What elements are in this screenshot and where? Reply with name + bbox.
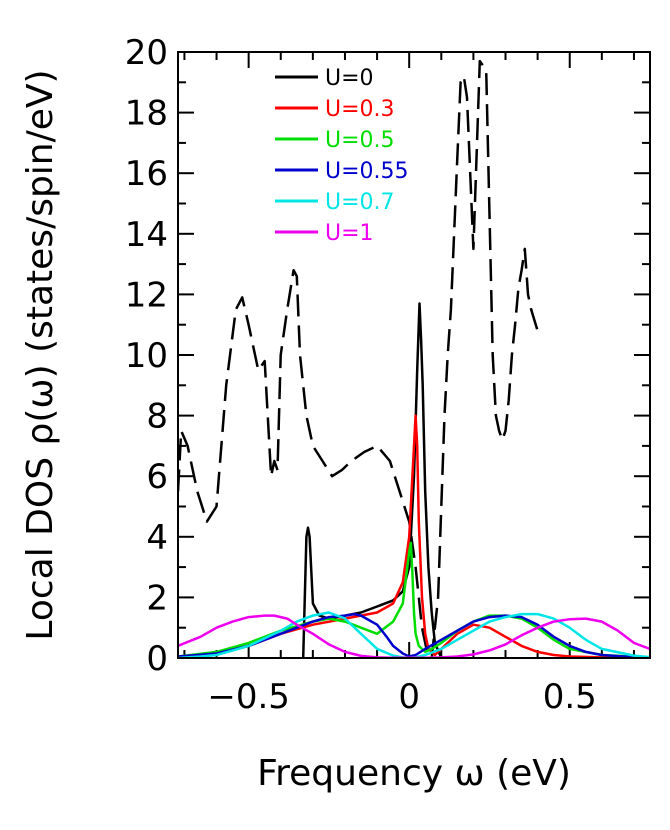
x-tick-label: 0.5: [543, 677, 597, 717]
x-tick-labels: −0.5 0 0.5: [207, 677, 596, 717]
y-tick-label: 10: [125, 336, 168, 376]
y-tick-label: 14: [125, 215, 168, 255]
y-axis-label: Local DOS ρ(ω) (states/spin/eV): [20, 69, 61, 640]
y-tick-labels: 0 2 4 6 8 10 12 14 16 18 20: [125, 33, 168, 679]
x-tick-label: −0.5: [207, 677, 290, 717]
y-tick-label: 16: [125, 154, 168, 194]
x-axis-label: Frequency ω (eV): [257, 753, 571, 794]
axes-ticks: [178, 51, 650, 659]
series-lines: [178, 59, 650, 658]
series-line-u-0-5: [178, 541, 650, 658]
legend-label: U=0.5: [325, 128, 395, 153]
y-tick-label: 8: [146, 397, 168, 437]
y-tick-label: 18: [125, 94, 168, 134]
legend: U=0 U=0.3 U=0.5 U=0.55 U=0.7 U=1: [275, 66, 409, 246]
legend-label: U=1: [325, 221, 374, 246]
y-tick-label: 0: [146, 639, 168, 679]
y-tick-label: 4: [146, 518, 168, 558]
series-line-u0-dashed: [178, 59, 539, 658]
y-tick-label: 12: [125, 275, 168, 315]
legend-label: U=0.3: [325, 97, 395, 122]
y-tick-label: 2: [146, 578, 168, 618]
series-line-u-0-55: [178, 612, 650, 658]
legend-label: U=0: [325, 66, 374, 91]
plot-frame: [177, 51, 651, 659]
y-tick-label: 20: [125, 33, 168, 73]
legend-label: U=0.55: [325, 159, 409, 184]
x-tick-label: 0: [398, 677, 420, 717]
y-tick-label: 6: [146, 457, 168, 497]
legend-label: U=0.7: [325, 190, 395, 215]
